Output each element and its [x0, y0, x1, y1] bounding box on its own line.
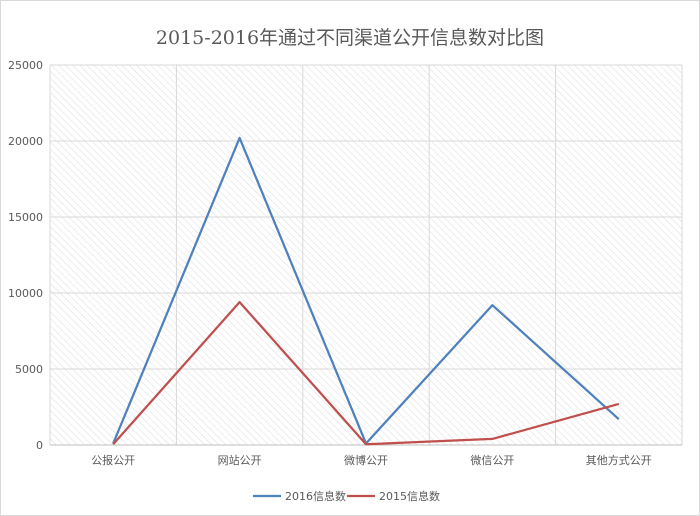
x-tick-label: 微信公开: [470, 453, 514, 467]
legend-label: 2016信息数: [285, 489, 346, 503]
series-lines: [112, 136, 620, 446]
y-tick-label: 15000: [8, 211, 43, 224]
chart-title: 2015-2016年通过不同渠道公开信息数对比图: [155, 27, 545, 49]
x-tick-label: 网站公开: [218, 453, 262, 467]
y-tick-label: 10000: [8, 287, 43, 300]
legend-label: 2015信息数: [379, 489, 440, 503]
y-tick-label: 25000: [8, 59, 43, 72]
x-tick-label: 其他方式公开: [586, 453, 652, 467]
x-tick-label: 微博公开: [344, 453, 388, 467]
x-tick-label: 公报公开: [91, 453, 135, 467]
legend: 2016信息数 2015信息数: [253, 489, 440, 503]
y-tick-label: 0: [36, 439, 43, 452]
x-axis: 公报公开 网站公开 微博公开 微信公开 其他方式公开: [50, 444, 682, 467]
plot-area: [50, 65, 682, 445]
y-tick-label: 5000: [15, 363, 43, 376]
series-line: [112, 300, 620, 446]
y-tick-label: 20000: [8, 135, 43, 148]
y-axis: 0 5000 10000 15000 20000 25000: [8, 59, 43, 452]
